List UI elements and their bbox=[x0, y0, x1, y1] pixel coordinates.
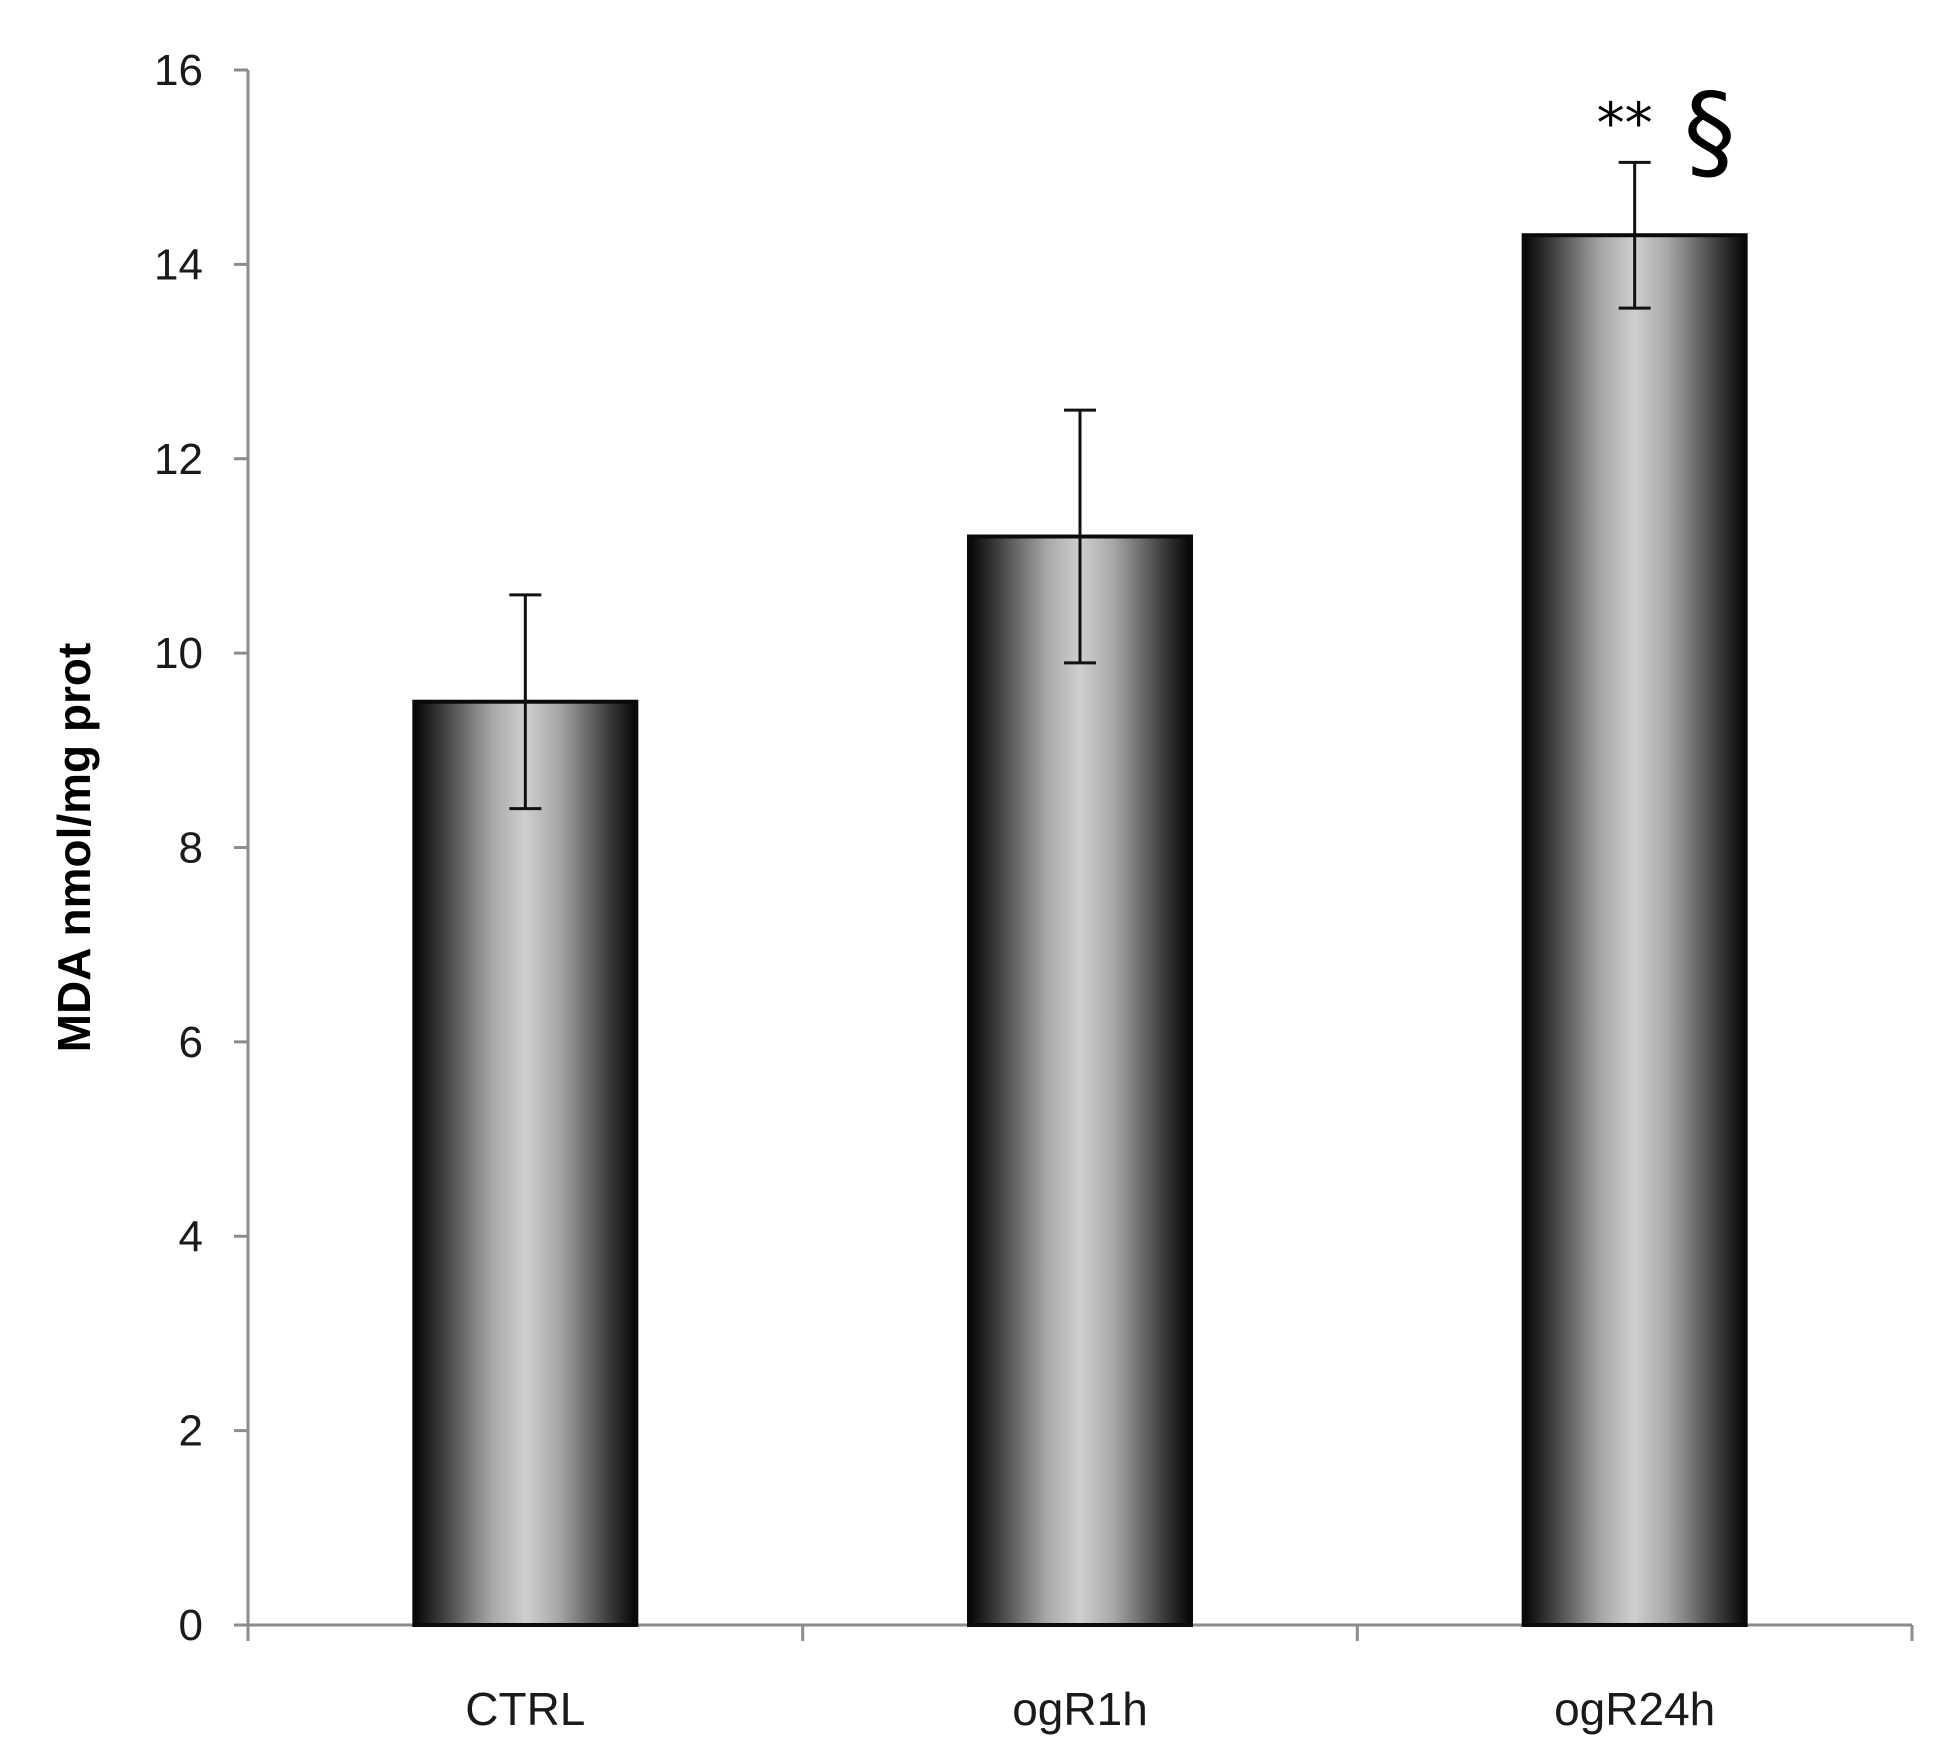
x-tick-label-CTRL: CTRL bbox=[465, 1683, 585, 1735]
y-axis-title: MDA nmol/mg prot bbox=[48, 643, 100, 1053]
x-tick-label-ogR24h: ogR24h bbox=[1554, 1683, 1715, 1735]
y-tick-label: 4 bbox=[179, 1212, 203, 1261]
x-tick-label-ogR1h: ogR1h bbox=[1012, 1683, 1148, 1735]
chart-error-bars bbox=[509, 160, 1651, 811]
y-tick-label: 10 bbox=[154, 629, 203, 678]
significance-stars: ** bbox=[1597, 91, 1653, 156]
bar-ogR1h bbox=[967, 534, 1193, 1627]
y-tick-label: 14 bbox=[154, 240, 203, 289]
significance-symbol: § bbox=[1684, 70, 1736, 192]
chart-bars bbox=[412, 233, 1748, 1627]
y-tick-label: 6 bbox=[179, 1018, 203, 1067]
y-tick-label: 12 bbox=[154, 435, 203, 484]
y-tick-label: 2 bbox=[179, 1407, 203, 1456]
y-tick-label: 16 bbox=[154, 46, 203, 95]
bar-CTRL bbox=[412, 699, 639, 1627]
bar-ogR24h bbox=[1521, 233, 1748, 1627]
y-tick-label: 8 bbox=[179, 824, 203, 873]
y-tick-label: 0 bbox=[179, 1601, 203, 1650]
chart-labels: 0 2 4 6 8 10 12 14 16 CTRL ogR1h ogR24h ** § bbox=[154, 46, 1736, 1735]
